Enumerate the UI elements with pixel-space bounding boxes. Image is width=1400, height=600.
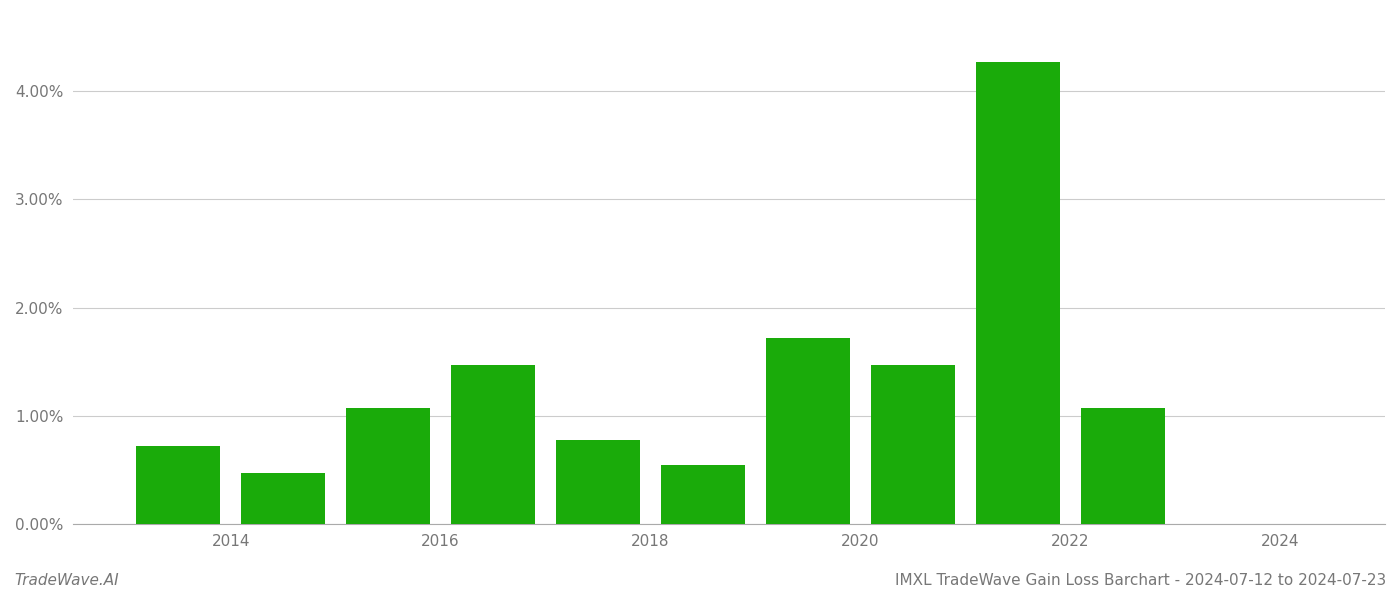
Bar xyxy=(451,365,535,524)
Bar xyxy=(136,446,220,524)
Bar xyxy=(346,409,430,524)
Bar xyxy=(766,338,850,524)
Bar xyxy=(241,473,325,524)
Bar xyxy=(556,440,640,524)
Bar xyxy=(976,62,1060,524)
Bar xyxy=(871,365,955,524)
Bar xyxy=(1081,409,1165,524)
Bar xyxy=(661,464,745,524)
Text: TradeWave.AI: TradeWave.AI xyxy=(14,573,119,588)
Text: IMXL TradeWave Gain Loss Barchart - 2024-07-12 to 2024-07-23: IMXL TradeWave Gain Loss Barchart - 2024… xyxy=(895,573,1386,588)
